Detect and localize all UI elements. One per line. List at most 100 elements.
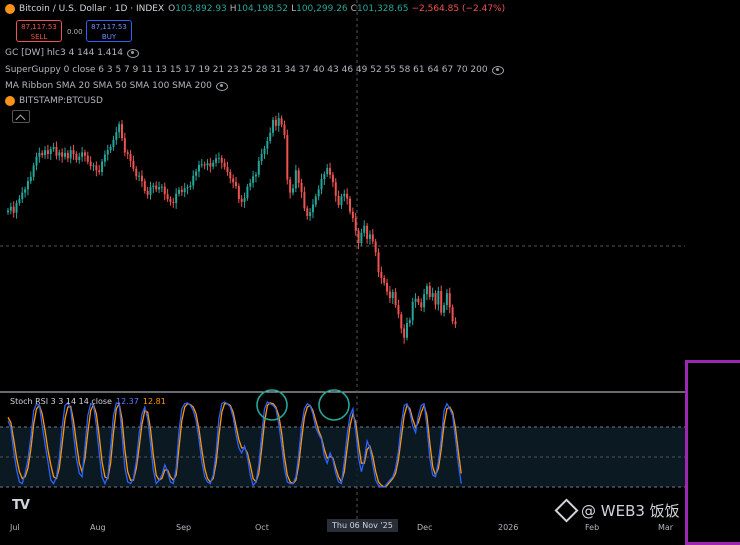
candle-body: [317, 189, 320, 197]
chart-title-row: Bitcoin / U.S. Dollar · 1D · INDEX O103,…: [5, 4, 505, 14]
candle-body: [445, 293, 448, 306]
ohlc-values: O103,892.93 H104,198.52 L100,299.26 C101,32…: [168, 4, 505, 14]
highlight-circle: [318, 389, 350, 421]
candle-body: [240, 199, 243, 202]
candle-body: [226, 167, 229, 172]
candle-body: [106, 150, 109, 155]
candle-body: [323, 174, 326, 180]
candle-body: [294, 170, 297, 189]
candle-body: [340, 196, 343, 206]
candle-body: [343, 193, 346, 197]
candle-body: [334, 182, 337, 196]
candle-body: [66, 152, 69, 159]
collapse-legend-button[interactable]: [12, 110, 30, 123]
eye-icon[interactable]: [215, 81, 228, 91]
candle-body: [72, 150, 75, 155]
candle-body: [386, 282, 389, 292]
candle-body: [123, 138, 126, 153]
candle-body: [69, 150, 72, 159]
candle-body: [64, 152, 66, 157]
ohlc-item: L100,299.26: [291, 4, 348, 14]
candle-body: [95, 165, 98, 171]
candle-body: [266, 140, 269, 149]
indicator-superguppy[interactable]: SuperGuppy 0 close 6 3 5 7 9 11 13 15 17…: [5, 65, 504, 75]
candle-body: [337, 195, 340, 206]
candle-body: [146, 190, 149, 195]
ohlc-key: H: [229, 4, 237, 14]
buy-price: 87,117.53: [91, 23, 127, 31]
watermark: @ WEB3 饭饭: [554, 498, 680, 523]
x-tick-label: Feb: [585, 523, 600, 532]
candle-body: [103, 154, 106, 162]
x-tick-label: Aug: [90, 523, 106, 532]
stoch-rsi-legend[interactable]: Stoch RSI 3 3 14 14 close 12.37 12.81: [10, 397, 166, 406]
candle-body: [195, 171, 198, 176]
chart-title[interactable]: Bitcoin / U.S. Dollar · 1D · INDEX: [19, 4, 165, 14]
candle-body: [292, 188, 294, 193]
candle-body: [280, 118, 283, 125]
ohlc-key: C: [350, 4, 357, 14]
candle-body: [192, 175, 195, 186]
ohlc-item: −2,564.85 (−2.47%): [411, 4, 505, 14]
tradingview-logo[interactable]: TV: [12, 498, 30, 513]
candle-body: [232, 178, 235, 183]
candle-body: [380, 271, 383, 278]
indicator-label: SuperGuppy 0 close 6 3 5 7 9 11 13 15 17…: [5, 65, 488, 75]
candle-body: [408, 320, 411, 324]
sell-button[interactable]: 87,117.53 SELL: [16, 20, 62, 42]
candle-body: [83, 152, 86, 156]
candle-body: [443, 305, 446, 313]
candle-body: [140, 175, 143, 182]
candle-body: [121, 124, 123, 139]
candle-body: [425, 286, 428, 295]
candle-body: [397, 305, 400, 315]
candle-body: [35, 156, 38, 166]
candle-body: [215, 158, 218, 163]
candle-body: [326, 168, 329, 175]
candle-body: [7, 210, 9, 213]
candle-body: [351, 211, 354, 219]
indicator-compare-symbol[interactable]: BITSTAMP:BTCUSD: [5, 96, 103, 106]
candle-body: [254, 174, 257, 177]
sell-label: SELL: [30, 33, 48, 41]
candle-body: [166, 194, 169, 200]
candle-body: [237, 186, 240, 200]
candle-body: [263, 148, 266, 155]
candle-body: [24, 189, 27, 193]
eye-icon[interactable]: [491, 65, 504, 75]
candle-body: [186, 187, 189, 189]
candle-body: [374, 241, 377, 253]
indicator-ma-ribbon[interactable]: MA Ribbon SMA 20 SMA 50 SMA 100 SMA 200: [5, 81, 228, 91]
candle-body: [217, 157, 220, 159]
candle-body: [229, 171, 232, 179]
stoch-k-line: [7, 401, 462, 488]
candle-body: [454, 321, 457, 325]
candle-body: [249, 182, 252, 187]
candle-body: [175, 193, 178, 203]
candle-body: [220, 157, 223, 163]
candle-body: [86, 155, 89, 162]
eye-icon[interactable]: [126, 48, 139, 58]
ohlc-value: 104,198.52: [236, 4, 289, 14]
candle-body: [223, 162, 226, 168]
candle-body: [29, 176, 32, 182]
candle-body: [423, 294, 426, 308]
candle-body: [360, 232, 363, 244]
stoch-d-value: 12.81: [142, 397, 166, 406]
candle-body: [406, 323, 408, 338]
candle-body: [257, 161, 260, 175]
candle-body: [403, 328, 406, 338]
overlay-panel[interactable]: [685, 360, 740, 545]
candle-body: [320, 179, 323, 190]
x-tick-label: 2026: [498, 523, 519, 532]
buy-button[interactable]: 87,117.53 BUY: [86, 20, 132, 42]
indicator-gc[interactable]: GC [DW] hlc3 4 144 1.414: [5, 48, 139, 58]
candle-body: [368, 234, 371, 239]
candle-body: [388, 291, 391, 299]
highlight-circle: [256, 389, 288, 421]
candle-body: [49, 149, 52, 155]
ohlc-key: L: [291, 4, 297, 14]
candle-body: [92, 165, 95, 167]
candle-body: [212, 162, 215, 167]
